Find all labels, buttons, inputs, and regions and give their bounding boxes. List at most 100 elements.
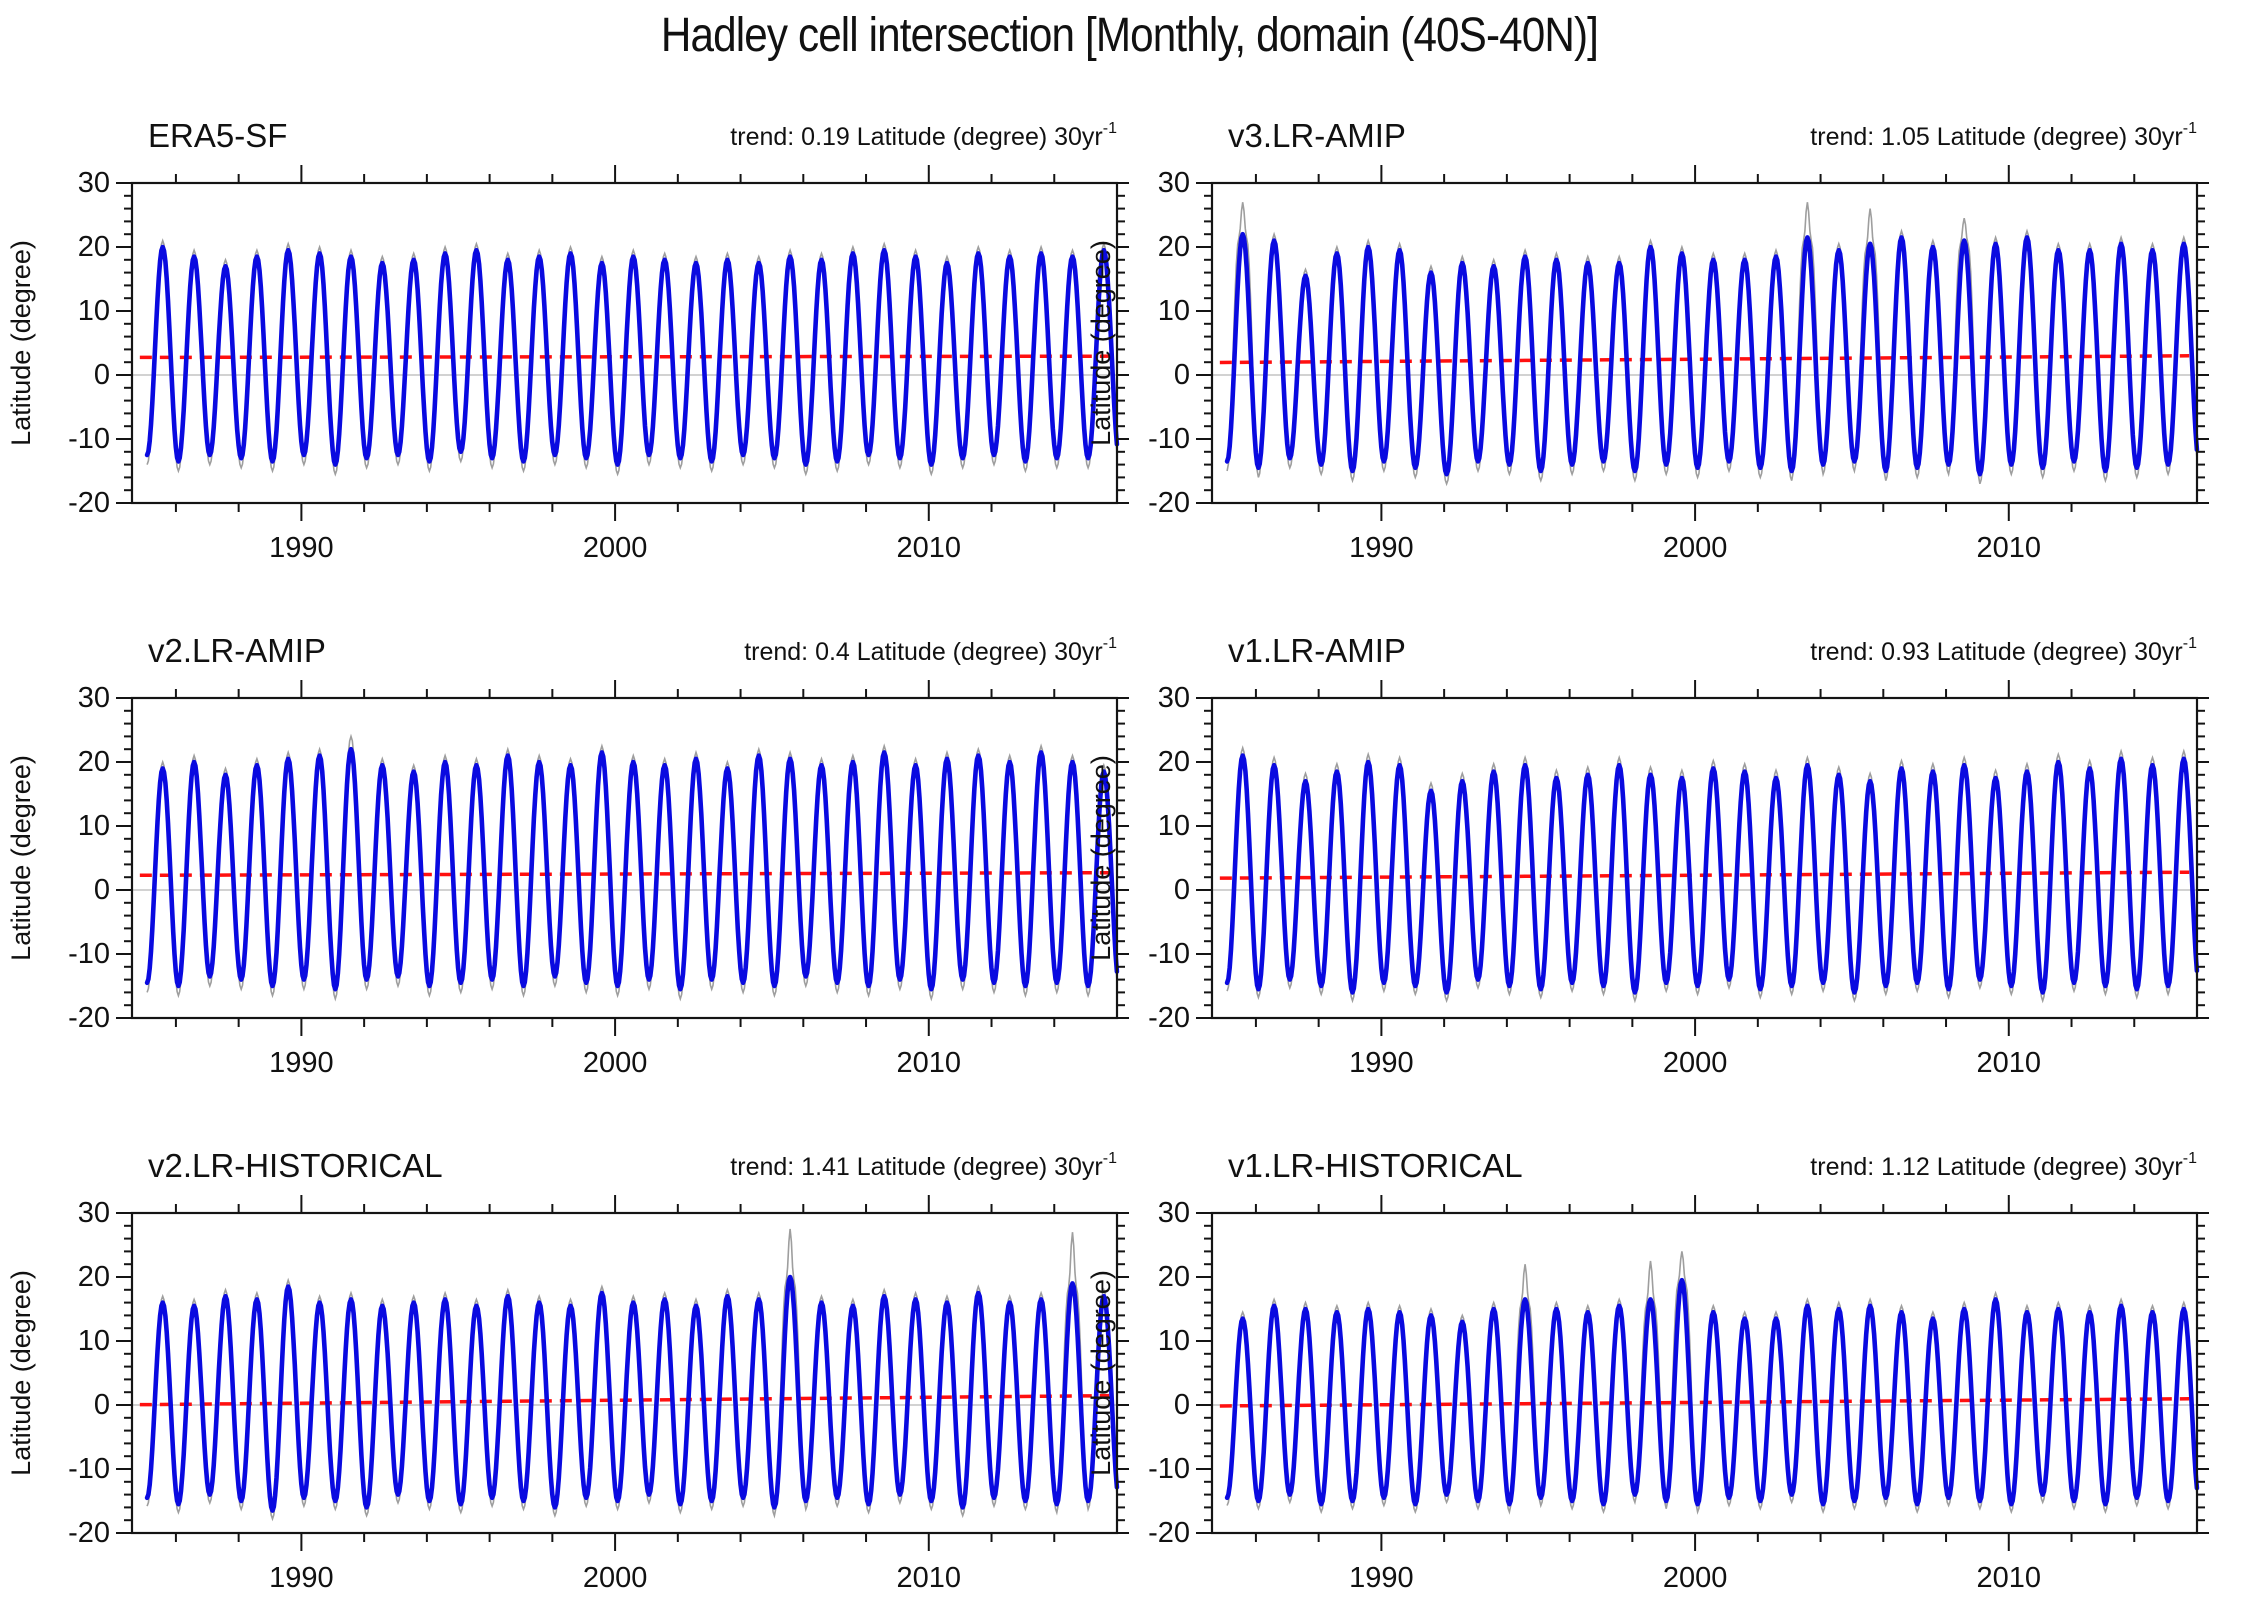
panel-chart-svg: -20 -10 0 10 20 30 1990 2000 2010 Latitude (degre… <box>1086 1147 2213 1594</box>
axis-ticks <box>1196 680 2213 1036</box>
x-tick-label: 2000 <box>1663 1562 1728 1594</box>
figure-title: Hadley cell intersection [Monthly, domai… <box>0 8 2259 63</box>
trend-annotation: trend: 1.05 Latitude (degree) 30yr-1 <box>1810 120 2197 151</box>
plot-box <box>1210 696 2199 1020</box>
series-smoothed-line <box>144 746 1120 992</box>
series-smoothed-line <box>1224 753 2200 995</box>
y-tick-label: -20 <box>68 1002 110 1034</box>
y-tick-label: -10 <box>1148 938 1190 970</box>
y-axis-label: Latitude (degree) <box>1086 1270 1116 1476</box>
y-tick-label: 0 <box>1174 1389 1190 1421</box>
axis-ticks <box>116 1195 1133 1551</box>
panel-chart-svg: -20 -10 0 10 20 30 1990 2000 2010 Latitude (degre… <box>6 1147 1133 1594</box>
panel-v2-lr-amip: -20 -10 0 10 20 30 1990 2000 2010 Latitude (degre… <box>0 618 1133 1083</box>
series-smoothed-line <box>144 244 1120 467</box>
panel-v1-lr-amip: -20 -10 0 10 20 30 1990 2000 2010 Latitude (degre… <box>1080 618 2213 1083</box>
plot-box <box>1210 181 2199 505</box>
y-tick-label: 0 <box>1174 359 1190 391</box>
x-tick-label: 1990 <box>1349 1047 1414 1079</box>
plot-box <box>130 1211 1119 1535</box>
y-tick-label: 0 <box>94 359 110 391</box>
trend-annotation: trend: 1.41 Latitude (degree) 30yr-1 <box>730 1150 1117 1181</box>
trend-annotation: trend: 1.12 Latitude (degree) 30yr-1 <box>1810 1150 2197 1181</box>
y-tick-label: 10 <box>78 1325 110 1357</box>
y-tick-label: 20 <box>1158 231 1190 263</box>
panel-v2-lr-historical: -20 -10 0 10 20 30 1990 2000 2010 Latitude (degre… <box>0 1133 1133 1598</box>
y-tick-label: 0 <box>94 874 110 906</box>
x-tick-label: 2000 <box>1663 532 1728 564</box>
y-tick-label: 20 <box>1158 746 1190 778</box>
y-tick-label: 30 <box>1158 1197 1190 1229</box>
y-tick-label: 10 <box>1158 295 1190 327</box>
panel-chart-svg: -20 -10 0 10 20 30 1990 2000 2010 Latitude (degre… <box>1086 117 2213 564</box>
axis-ticks <box>1196 165 2213 521</box>
y-tick-label: 30 <box>78 1197 110 1229</box>
y-tick-label: -20 <box>68 1517 110 1549</box>
trend-annotation: trend: 0.93 Latitude (degree) 30yr-1 <box>1810 635 2197 666</box>
y-tick-label: -10 <box>68 938 110 970</box>
y-tick-label: 10 <box>78 810 110 842</box>
y-tick-label: 20 <box>1158 1261 1190 1293</box>
y-axis-label: Latitude (degree) <box>1086 755 1116 961</box>
y-tick-label: -10 <box>68 423 110 455</box>
y-tick-label: 10 <box>1158 810 1190 842</box>
plot-box <box>130 181 1119 505</box>
panel-era5-sf: -20 -10 0 10 20 30 1990 2000 2010 Latitude (degre… <box>0 103 1133 568</box>
panel-title: v2.LR-HISTORICAL <box>148 1147 443 1184</box>
figure-title-text: Hadley cell intersection [Monthly, domai… <box>660 9 1599 62</box>
y-axis-label: Latitude (degree) <box>6 240 36 446</box>
x-tick-label: 1990 <box>269 532 334 564</box>
x-tick-label: 2010 <box>1977 1562 2042 1594</box>
y-tick-label: 30 <box>1158 167 1190 199</box>
panel-title: ERA5-SF <box>148 117 287 154</box>
y-tick-label: 10 <box>1158 1325 1190 1357</box>
x-tick-label: 2010 <box>1977 532 2042 564</box>
x-tick-label: 1990 <box>269 1562 334 1594</box>
panel-title: v3.LR-AMIP <box>1228 117 1406 154</box>
x-tick-label: 1990 <box>1349 532 1414 564</box>
y-tick-label: -10 <box>68 1453 110 1485</box>
plot-box <box>1210 1211 2199 1535</box>
x-tick-label: 1990 <box>1349 1562 1414 1594</box>
y-tick-label: -10 <box>1148 423 1190 455</box>
axis-ticks <box>116 680 1133 1036</box>
series-smoothed-line <box>1224 1277 2200 1507</box>
y-tick-label: -20 <box>1148 1002 1190 1034</box>
axis-ticks <box>1196 1195 2213 1551</box>
y-tick-label: -10 <box>1148 1453 1190 1485</box>
y-axis-label: Latitude (degree) <box>6 755 36 961</box>
panel-chart-svg: -20 -10 0 10 20 30 1990 2000 2010 Latitude (degre… <box>1086 632 2213 1079</box>
y-tick-label: -20 <box>1148 487 1190 519</box>
plot-box <box>130 696 1119 1020</box>
y-tick-label: -20 <box>1148 1517 1190 1549</box>
x-tick-label: 2010 <box>897 532 962 564</box>
panel-title: v1.LR-HISTORICAL <box>1228 1147 1523 1184</box>
y-tick-label: -20 <box>68 487 110 519</box>
y-tick-label: 10 <box>78 295 110 327</box>
x-tick-label: 2010 <box>897 1562 962 1594</box>
x-tick-label: 2000 <box>583 1047 648 1079</box>
y-axis-label: Latitude (degree) <box>6 1270 36 1476</box>
x-tick-label: 2000 <box>1663 1047 1728 1079</box>
series-smoothed-line <box>144 1274 1120 1513</box>
trend-annotation: trend: 0.4 Latitude (degree) 30yr-1 <box>744 635 1117 666</box>
panel-title: v1.LR-AMIP <box>1228 632 1406 669</box>
y-tick-label: 0 <box>94 1389 110 1421</box>
y-tick-label: 20 <box>78 231 110 263</box>
x-tick-label: 2000 <box>583 1562 648 1594</box>
y-tick-label: 30 <box>78 167 110 199</box>
y-tick-label: 0 <box>1174 874 1190 906</box>
panel-v3-lr-amip: -20 -10 0 10 20 30 1990 2000 2010 Latitude (degre… <box>1080 103 2213 568</box>
x-tick-label: 2010 <box>1977 1047 2042 1079</box>
x-tick-label: 2010 <box>897 1047 962 1079</box>
y-tick-label: 20 <box>78 1261 110 1293</box>
x-tick-label: 1990 <box>269 1047 334 1079</box>
trend-annotation: trend: 0.19 Latitude (degree) 30yr-1 <box>730 120 1117 151</box>
panel-chart-svg: -20 -10 0 10 20 30 1990 2000 2010 Latitude (degre… <box>6 632 1133 1079</box>
y-tick-label: 30 <box>78 682 110 714</box>
x-tick-label: 2000 <box>583 532 648 564</box>
panel-v1-lr-historical: -20 -10 0 10 20 30 1990 2000 2010 Latitude (degre… <box>1080 1133 2213 1598</box>
axis-ticks <box>116 165 1133 521</box>
y-tick-label: 20 <box>78 746 110 778</box>
panel-title: v2.LR-AMIP <box>148 632 326 669</box>
